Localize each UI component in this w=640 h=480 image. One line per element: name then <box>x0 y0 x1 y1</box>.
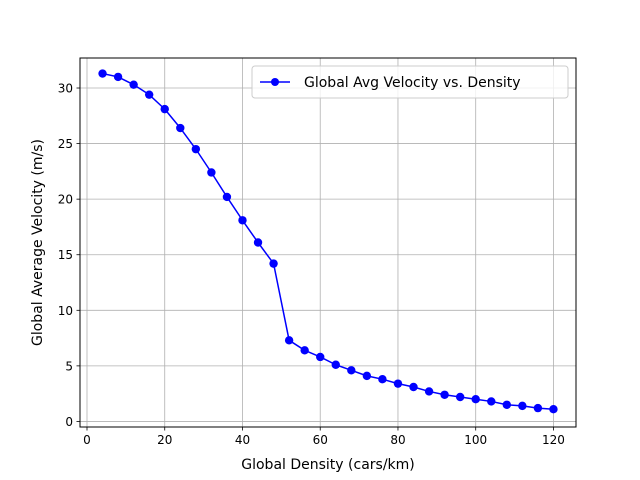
data-point <box>534 404 542 412</box>
data-point <box>425 387 433 395</box>
y-tick-label: 15 <box>58 248 73 262</box>
x-tick-label: 80 <box>390 433 405 447</box>
data-point <box>472 395 480 403</box>
x-axis-label: Global Density (cars/km) <box>241 457 415 473</box>
data-point <box>254 238 262 246</box>
x-tick-label: 100 <box>464 433 487 447</box>
data-point <box>332 361 340 369</box>
data-point <box>456 393 464 401</box>
x-tick-label: 60 <box>313 433 328 447</box>
x-tick-label: 0 <box>83 433 91 447</box>
data-point <box>192 145 200 153</box>
data-point <box>316 353 324 361</box>
data-point <box>487 397 495 405</box>
data-point <box>207 168 215 176</box>
y-tick-label: 0 <box>65 415 73 429</box>
x-tick-label: 120 <box>542 433 565 447</box>
data-point <box>98 69 106 77</box>
data-point <box>161 105 169 113</box>
x-tick-label: 20 <box>157 433 172 447</box>
data-point <box>300 346 308 354</box>
y-tick-label: 25 <box>58 137 73 151</box>
data-point <box>129 80 137 88</box>
legend: Global Avg Velocity vs. Density <box>252 66 568 98</box>
legend-marker-swatch <box>271 78 279 86</box>
y-tick-label: 20 <box>58 193 73 207</box>
x-tick-label: 40 <box>235 433 250 447</box>
y-axis-label: Global Average Velocity (m/s) <box>30 139 46 346</box>
y-tick-label: 5 <box>65 359 73 373</box>
data-point <box>114 73 122 81</box>
data-point <box>238 216 246 224</box>
data-point <box>503 401 511 409</box>
y-tick-label: 30 <box>58 82 73 96</box>
data-point <box>409 383 417 391</box>
data-point <box>378 375 386 383</box>
y-tick-label: 10 <box>58 304 73 318</box>
data-point <box>518 402 526 410</box>
data-point <box>269 259 277 267</box>
data-point <box>394 379 402 387</box>
data-point <box>347 366 355 374</box>
data-point <box>145 90 153 98</box>
data-point <box>176 124 184 132</box>
data-point <box>363 372 371 380</box>
legend-entry-label: Global Avg Velocity vs. Density <box>304 75 521 91</box>
data-point <box>223 193 231 201</box>
data-point <box>549 405 557 413</box>
data-point <box>285 336 293 344</box>
data-point <box>440 391 448 399</box>
